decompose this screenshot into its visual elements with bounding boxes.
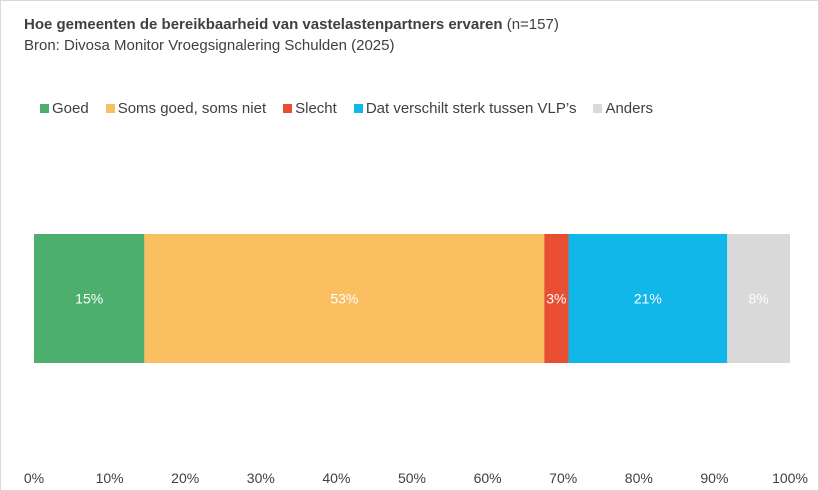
data-label-soms: 53% [330, 291, 358, 307]
x-tick-label: 0% [24, 470, 44, 486]
data-label-verschilt: 21% [634, 291, 662, 307]
chart-title-sample-size: (n=157) [502, 16, 559, 33]
bar-segment-goed [34, 234, 145, 363]
legend-label-verschilt: Dat verschilt sterk tussen VLP’s [365, 100, 577, 117]
legend-item-goed: Goed [40, 100, 89, 117]
x-tick-label: 30% [247, 470, 275, 486]
legend-label-soms: Soms goed, soms niet [117, 100, 267, 117]
legend-label-slecht: Slecht [295, 100, 337, 117]
legend-item-soms: Soms goed, soms niet [105, 100, 267, 117]
chart-title-main: Hoe gemeenten de bereikbaarheid van vast… [24, 16, 503, 33]
x-tick-label: 40% [322, 470, 350, 486]
legend-label-goed: Goed [52, 100, 89, 117]
x-tick-label: 80% [625, 470, 653, 486]
data-label-goed: 15% [75, 291, 103, 307]
chart-subtitle: Bron: Divosa Monitor Vroegsignalering Sc… [24, 37, 395, 54]
data-label-anders: 8% [749, 291, 769, 307]
legend-swatch-slecht [283, 104, 293, 113]
bar-segment-verschilt [568, 234, 728, 363]
x-tick-label: 10% [96, 470, 124, 486]
bar-segment-soms [144, 234, 545, 363]
legend-item-anders: Anders [593, 100, 653, 117]
bar-segment-anders [727, 234, 790, 363]
legend-label-anders: Anders [605, 100, 653, 117]
x-tick-label: 60% [474, 470, 502, 486]
x-tick-label: 20% [171, 470, 199, 486]
chart-legend: Goed Soms goed, soms niet Slecht Dat ver… [40, 100, 670, 117]
x-tick-label: 70% [549, 470, 577, 486]
x-tick-label: 90% [700, 470, 728, 486]
legend-item-verschilt: Dat verschilt sterk tussen VLP’s [353, 100, 577, 117]
legend-swatch-verschilt [353, 104, 363, 113]
legend-swatch-goed [40, 104, 49, 113]
legend-item-slecht: Slecht [283, 100, 337, 117]
chart-title: Hoe gemeenten de bereikbaarheid van vast… [24, 16, 559, 33]
legend-swatch-anders [593, 104, 603, 113]
x-tick-label: 100% [772, 470, 808, 486]
legend-swatch-soms [105, 104, 115, 113]
data-label-slecht: 3% [546, 291, 566, 307]
bar-segment-slecht [544, 234, 569, 363]
x-tick-label: 50% [398, 470, 426, 486]
